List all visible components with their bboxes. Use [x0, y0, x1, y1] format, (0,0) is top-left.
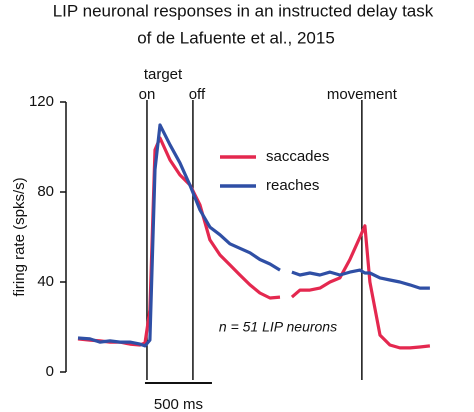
- event-label: off: [189, 86, 206, 103]
- y-tick-label: 120: [29, 93, 54, 110]
- series-line: [77, 123, 430, 348]
- y-axis-label: firing rate (spks/s): [11, 177, 28, 296]
- legend-label: saccades: [266, 148, 329, 165]
- chart-subtitle: of de Lafuente et al., 2015: [137, 28, 335, 47]
- n-note: n = 51 LIP neurons: [219, 319, 337, 335]
- scale-bar-label: 500 ms: [154, 396, 203, 412]
- y-tick-label: 40: [37, 273, 54, 290]
- legend-label: reaches: [266, 177, 319, 194]
- event-label: on: [139, 86, 156, 103]
- y-tick-label: 0: [46, 363, 54, 380]
- y-tick-label: 80: [37, 183, 54, 200]
- event-label: movement: [327, 86, 398, 103]
- series-line: [77, 136, 431, 350]
- target-label: target: [144, 66, 183, 83]
- chart-title: LIP neuronal responses in an instructed …: [53, 1, 434, 20]
